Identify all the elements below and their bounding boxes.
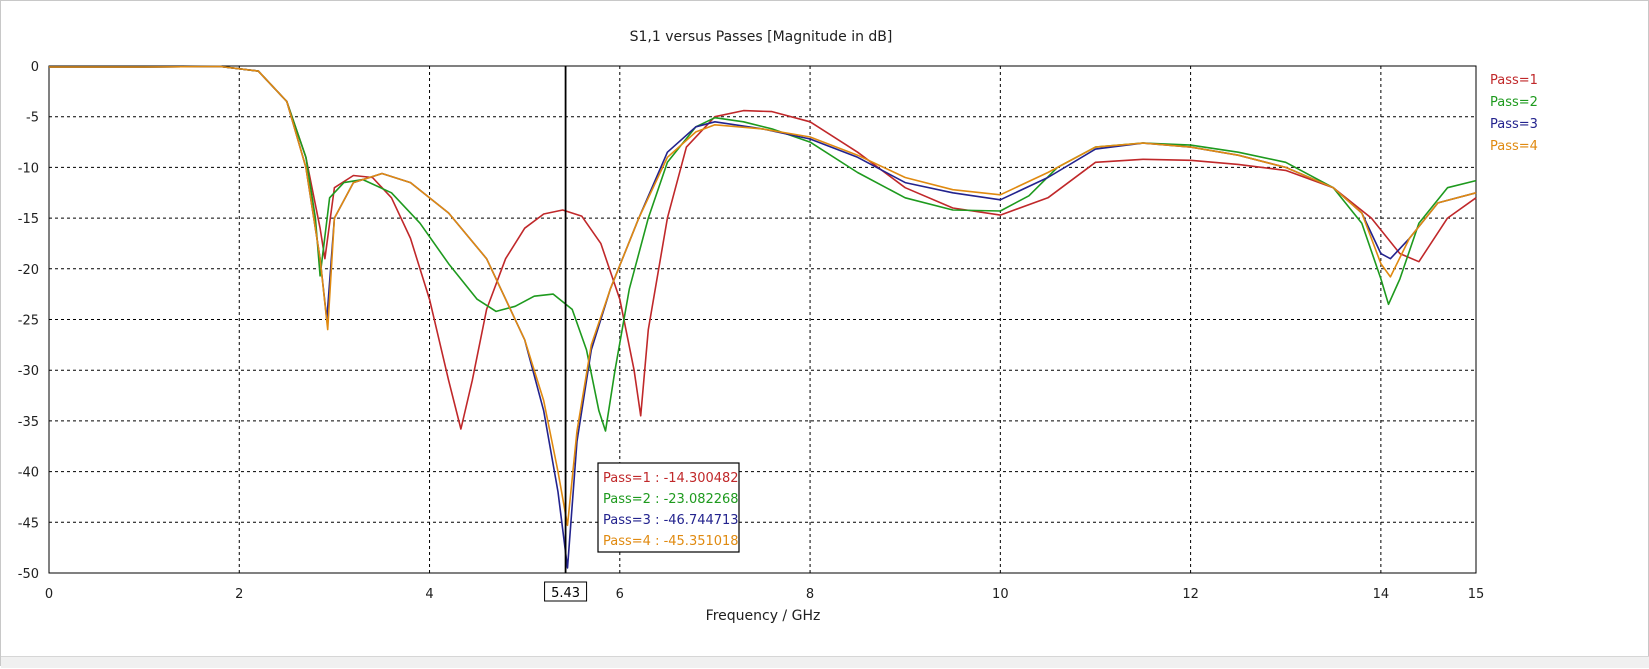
series-lines — [49, 65, 1477, 569]
marker-readout: Pass=1 : -14.300482 Pass=2 : -23.082268 Pa… — [597, 462, 740, 553]
marker-label: 5.43 — [551, 586, 580, 601]
readout-value: Pass=2 : -23.082268 — [603, 492, 739, 507]
series-line-pass-3 — [49, 65, 1477, 569]
y-tick-label: -20 — [18, 263, 39, 278]
y-tick-label: -35 — [18, 415, 39, 430]
marker-label-box[interactable] — [544, 581, 588, 602]
status-strip — [1, 656, 1649, 668]
frequency-marker[interactable]: 5.43 — [544, 66, 588, 602]
x-tick-label: 0 — [45, 587, 53, 602]
plot-area — [48, 65, 1477, 574]
readout-value: Pass=1 : -14.300482 — [603, 471, 739, 486]
grid — [49, 66, 1476, 573]
readout-value: Pass=3 : -46.744713 — [603, 513, 739, 528]
x-tick-label: 4 — [425, 587, 433, 602]
x-tick-label: 12 — [1182, 587, 1199, 602]
x-tick-label: 10 — [992, 587, 1009, 602]
y-tick-label: -15 — [18, 212, 39, 227]
series-line-pass-2 — [49, 65, 1477, 432]
axis-ticks: 0 -5 -10 -15 -20 -25 -30 -35 -40 -45 -50 0 2 4 6 8 10 12 1… — [18, 60, 1485, 602]
y-tick-label: -25 — [18, 314, 39, 329]
x-axis-label: Frequency / GHz — [706, 608, 821, 624]
x-tick-label: 6 — [616, 587, 624, 602]
y-tick-label: -50 — [18, 567, 39, 582]
readout-box — [597, 462, 740, 553]
y-tick-label: -45 — [18, 516, 39, 531]
x-tick-label: 2 — [235, 587, 243, 602]
legend: Pass=1 Pass=2 Pass=3 Pass=4 — [1490, 73, 1538, 154]
readout-value: Pass=4 : -45.351018 — [603, 534, 739, 549]
x-tick-label: 8 — [806, 587, 814, 602]
x-tick-label: 14 — [1373, 587, 1390, 602]
y-tick-label: -5 — [26, 111, 39, 126]
legend-item: Pass=1 — [1490, 73, 1538, 88]
chart-title: S1,1 versus Passes [Magnitude in dB] — [630, 29, 893, 45]
y-tick-label: -30 — [18, 364, 39, 379]
legend-item: Pass=3 — [1490, 117, 1538, 132]
series-line-pass-1 — [49, 65, 1477, 430]
series-line-pass-4 — [49, 65, 1477, 527]
y-tick-label: -40 — [18, 466, 39, 481]
y-tick-label: 0 — [31, 60, 39, 75]
y-tick-label: -10 — [18, 161, 39, 176]
legend-item: Pass=4 — [1490, 139, 1538, 154]
legend-item: Pass=2 — [1490, 95, 1538, 110]
x-tick-label: 15 — [1468, 587, 1485, 602]
